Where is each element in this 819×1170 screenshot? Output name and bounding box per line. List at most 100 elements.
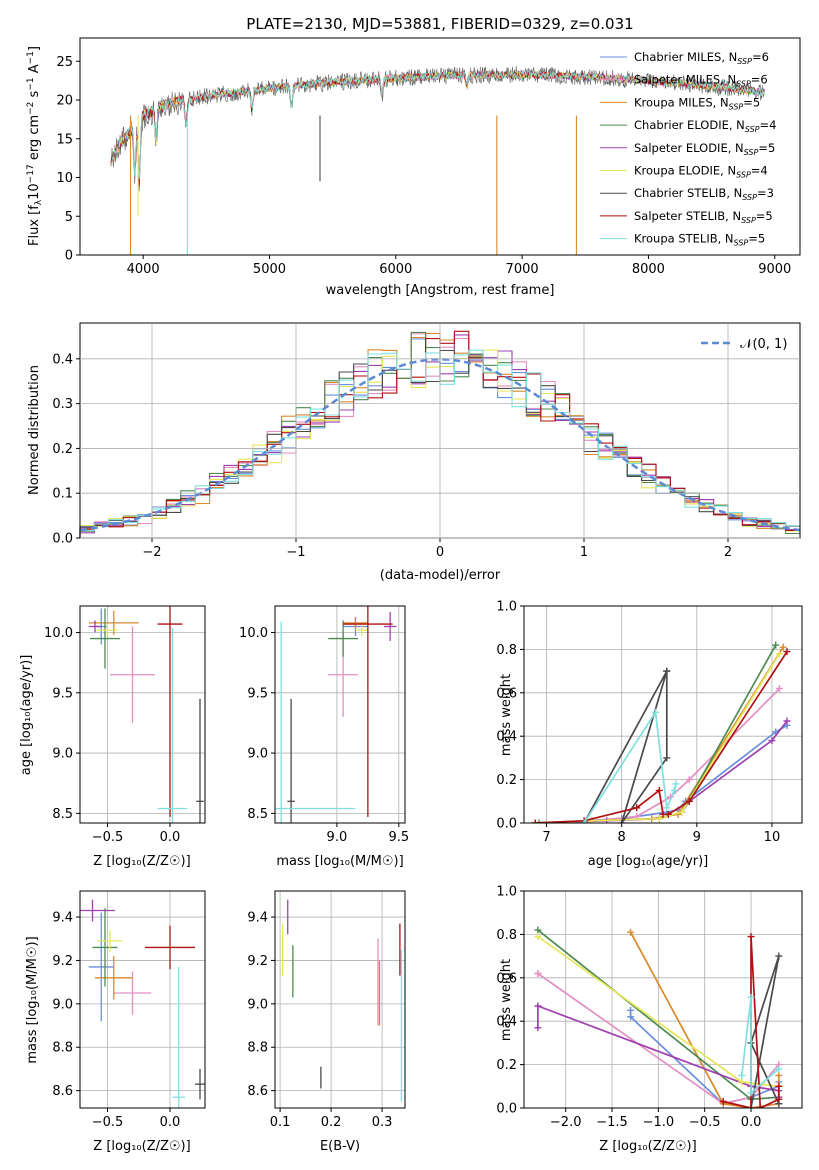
x-tick-label: 6000 (379, 262, 412, 277)
x-tick-label: 4000 (127, 262, 160, 277)
weight-marker (747, 1104, 755, 1108)
weight-marker (738, 1078, 746, 1086)
weight-marker (534, 1024, 542, 1032)
spectrum-legend: Chabrier MILES, NSSP=6 Salpeter MILES, NS… (600, 50, 776, 248)
weight-marker (670, 786, 678, 794)
weight-marker (775, 650, 783, 658)
weight-line (583, 670, 668, 823)
weight-marker (678, 808, 686, 816)
x-tick-label: 0 (436, 545, 444, 560)
weight-age-ylabel: mass weight (499, 674, 514, 756)
x-tick-label: 0.0 (160, 830, 181, 845)
y-tick-label: 9.2 (247, 954, 268, 969)
mass-vs-z-panel: −0.5 0.0 8.6 8.8 9.0 9.2 9.4 (52, 890, 206, 1130)
weight-z-ylabel: mass weight (499, 959, 514, 1041)
weight-line (535, 646, 784, 823)
weight-vs-z-frame (523, 890, 803, 1109)
weight-marker (719, 1097, 727, 1105)
y-tick-label: 0 (65, 249, 73, 264)
legend-entry: Kroupa STELIB, NSSP=5 (634, 232, 765, 248)
mass-vs-z-frame (79, 890, 206, 1109)
weight-marker (627, 1006, 635, 1014)
weight-marker (534, 933, 542, 941)
weight-vs-z-panel: −2.0 −1.5 −1.0 −0.5 0.0 0.0 0.2 0.4 0.6 0.8 1.0 (496, 885, 803, 1130)
y-tick-label: 9.5 (247, 686, 268, 701)
y-tick-label: 0.2 (52, 442, 73, 457)
x-tick-label: −1 (286, 545, 305, 560)
weight-marker (783, 648, 791, 656)
mass-z-xlabel: Z [log₁₀(Z/Z☉)] (93, 1139, 190, 1154)
x-tick-label: 0.2 (321, 1115, 342, 1130)
y-tick-label: 25 (56, 55, 73, 70)
y-tick-label: 8.5 (247, 807, 268, 822)
residual-panel: −2 −1 0 1 2 0.0 0.1 0.2 0.3 0.4 (data-model)/erro… (27, 322, 801, 583)
weight-marker (747, 1089, 755, 1097)
y-tick-label: 10 (56, 171, 73, 186)
x-tick-label: −2 (142, 545, 161, 560)
y-tick-label: 0.2 (496, 1058, 517, 1073)
weight-marker (663, 667, 671, 675)
weight-marker (627, 928, 635, 936)
y-tick-label: 5 (65, 210, 73, 225)
weight-marker (685, 797, 693, 805)
age-vs-z-panel: −0.5 0.0 8.5 9.0 9.5 10.0 (44, 605, 206, 845)
weight-vs-age-marks (531, 641, 791, 823)
weight-line (535, 651, 788, 823)
weight-marker (775, 1065, 783, 1073)
weight-line (535, 687, 781, 823)
spectrum-xlabel: wavelength [Angstrom, rest frame] (326, 283, 555, 298)
y-tick-label: 0.8 (496, 928, 517, 943)
weight-marker (655, 815, 663, 823)
y-tick-label: 0.6 (496, 686, 517, 701)
y-tick-label: 9.0 (52, 997, 73, 1012)
weight-marker (685, 776, 693, 784)
y-tick-label: 0.0 (496, 1102, 517, 1117)
histogram-axes: −2 −1 0 1 2 0.0 0.1 0.2 0.3 0.4 (52, 323, 800, 560)
x-tick-label: 9.0 (327, 830, 348, 845)
y-tick-label: 0.0 (52, 532, 73, 547)
x-tick-label: 0.0 (741, 1115, 762, 1130)
spectrum-plot-area (110, 65, 765, 255)
weight-marker (775, 952, 783, 960)
y-tick-label: 0.8 (496, 643, 517, 658)
weight-line (740, 997, 780, 1095)
x-tick-label: −0.5 (92, 830, 124, 845)
y-tick-label: 8.5 (52, 807, 73, 822)
spectrum-line (110, 70, 765, 179)
age-vs-mass-frame (274, 605, 406, 824)
y-tick-label: 0.4 (496, 1015, 517, 1030)
mass-vs-ebv-panel: 0.1 0.2 0.3 8.6 8.8 9.0 9.2 9.4 (247, 890, 406, 1130)
weight-marker (663, 804, 671, 812)
spectrum-axes: 4000 5000 6000 7000 8000 9000 0 5 10 15 20 25 (56, 55, 791, 277)
weight-marker (783, 717, 791, 725)
y-tick-label: 0.0 (496, 817, 517, 832)
x-tick-label: −2.0 (550, 1115, 582, 1130)
weight-line (750, 955, 780, 1108)
age-z-ylabel: age [log₁₀(age/yr)] (19, 655, 34, 776)
weight-marker (775, 684, 783, 692)
weight-marker (756, 1104, 764, 1108)
y-tick-label: 8.6 (52, 1084, 73, 1099)
x-tick-label: 1 (580, 545, 588, 560)
age-mass-xlabel: mass [log₁₀(M/M☉)] (276, 854, 403, 869)
histogram-ylabel: Normed distribution (27, 365, 42, 495)
weight-marker (738, 1071, 746, 1079)
x-tick-label: 0.3 (372, 1115, 393, 1130)
weight-marker (531, 819, 539, 823)
legend-entry: Kroupa ELODIE, NSSP=4 (634, 164, 768, 180)
weight-marker (633, 804, 641, 812)
legend-entry: Chabrier MILES, NSSP=6 (634, 50, 769, 66)
y-tick-label: 9.0 (247, 997, 268, 1012)
spectrum-title: PLATE=2130, MJD=53881, FIBERID=0329, z=0… (246, 15, 633, 33)
spectrum-panel: PLATE=2130, MJD=53881, FIBERID=0329, z=0… (26, 15, 801, 298)
histogram-legend: 𝒩(0, 1) (701, 337, 787, 352)
weight-vs-age-frame (523, 605, 803, 824)
weight-line (535, 724, 788, 823)
x-tick-label: 9 (693, 830, 701, 845)
x-tick-label: −1.0 (643, 1115, 675, 1130)
y-tick-label: 8.8 (247, 1041, 268, 1056)
weight-marker (775, 1071, 783, 1079)
y-tick-label: 1.0 (496, 600, 517, 615)
mass-vs-ebv-frame (274, 890, 406, 1109)
weight-marker (768, 737, 776, 745)
